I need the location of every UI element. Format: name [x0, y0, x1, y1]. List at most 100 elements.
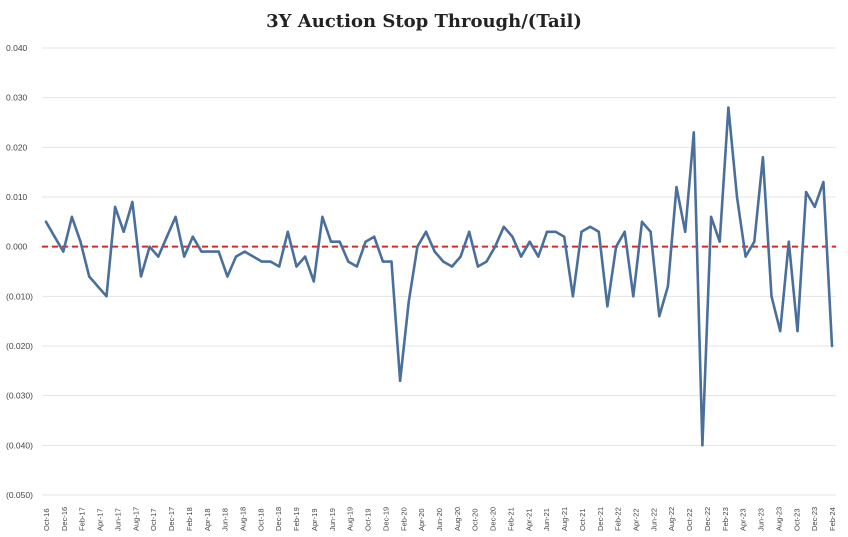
data-point	[804, 190, 808, 194]
data-point	[87, 275, 91, 278]
data-point	[701, 444, 704, 447]
data-point	[822, 180, 825, 184]
data-point	[744, 255, 747, 258]
data-point	[416, 245, 419, 248]
data-point	[753, 240, 756, 243]
x-tick-label: Dec-21	[596, 507, 605, 531]
data-point	[537, 255, 540, 258]
x-tick-label: Apr-23	[739, 508, 748, 531]
data-point	[105, 295, 108, 298]
y-tick-label: (0.030)	[6, 391, 33, 401]
series-line	[44, 106, 834, 447]
data-point	[796, 329, 799, 333]
data-point	[157, 255, 160, 258]
y-tick-label: 0.040	[6, 43, 28, 53]
y-tick-label: 0.030	[6, 93, 28, 103]
data-point	[139, 275, 143, 278]
data-point	[424, 230, 428, 233]
data-point	[312, 280, 315, 283]
data-point	[303, 255, 307, 258]
x-tick-label: Oct-16	[42, 508, 51, 531]
y-tick-label: (0.020)	[6, 341, 33, 351]
x-tick-label: Oct-23	[792, 508, 801, 531]
data-point	[243, 250, 246, 253]
data-point	[830, 344, 834, 348]
data-point	[165, 235, 169, 238]
data-point	[692, 131, 696, 134]
data-point	[79, 240, 82, 243]
x-tick-label: Feb-24	[828, 507, 837, 531]
x-tick-label: Apr-20	[417, 508, 426, 531]
x-tick-label: Apr-18	[203, 508, 212, 531]
data-point	[666, 285, 670, 288]
x-tick-label: Jun-21	[542, 508, 551, 531]
data-point	[191, 235, 195, 238]
data-point	[174, 215, 177, 219]
data-point	[640, 220, 644, 224]
data-point	[148, 245, 151, 248]
y-tick-label: 0.000	[6, 242, 28, 252]
x-tick-label: Oct-20	[471, 508, 480, 531]
x-tick-label: Apr-17	[96, 508, 105, 531]
x-tick-label: Apr-21	[524, 508, 533, 531]
data-point	[761, 156, 765, 159]
data-point	[709, 215, 713, 219]
data-point	[606, 305, 609, 308]
data-point	[502, 225, 505, 228]
x-tick-label: Aug-19	[346, 507, 355, 531]
data-point	[347, 260, 350, 263]
data-point	[511, 235, 514, 238]
x-tick-label: Dec-16	[60, 507, 69, 531]
chart-title: 3Y Auction Stop Through/(Tail)	[266, 11, 582, 32]
data-point	[493, 245, 497, 248]
y-tick-label: (0.040)	[6, 440, 33, 450]
data-point	[528, 240, 531, 243]
data-point	[113, 205, 117, 209]
x-tick-label: Oct-18	[256, 508, 265, 531]
x-tick-label: Aug-22	[667, 507, 676, 531]
data-point	[217, 250, 220, 253]
data-point	[70, 215, 74, 219]
x-tick-label: Jun-19	[328, 508, 337, 531]
data-point	[485, 260, 488, 263]
data-point	[718, 240, 721, 243]
gridlines	[42, 47, 836, 496]
data-point	[632, 295, 635, 298]
data-point	[182, 255, 186, 258]
data-point	[252, 255, 255, 258]
data-point	[588, 225, 592, 228]
data-point	[683, 230, 687, 233]
x-tick-label: Aug-18	[239, 507, 248, 531]
data-point	[407, 300, 410, 303]
data-point	[364, 240, 367, 243]
x-tick-label: Feb-20	[399, 507, 408, 531]
data-point	[442, 260, 445, 263]
data-point	[208, 250, 212, 253]
x-tick-label: Apr-22	[632, 508, 641, 531]
data-point	[649, 230, 652, 233]
data-point	[131, 200, 134, 204]
data-point	[450, 265, 454, 268]
data-point	[53, 235, 56, 238]
x-tick-label: Dec-17	[167, 507, 176, 531]
data-point	[735, 195, 739, 199]
x-tick-label: Jun-17	[113, 508, 122, 531]
data-point	[260, 260, 264, 263]
x-tick-label: Feb-22	[614, 507, 623, 531]
data-point	[727, 106, 730, 109]
x-tick-label: Feb-17	[78, 507, 87, 531]
data-point	[623, 230, 626, 233]
data-point	[545, 230, 549, 233]
x-tick-label: Feb-23	[721, 507, 730, 531]
data-point	[122, 230, 125, 233]
data-point	[286, 230, 290, 233]
x-tick-label: Dec-19	[381, 507, 390, 531]
data-point	[398, 379, 402, 382]
x-tick-label: Oct-22	[685, 508, 694, 531]
data-point	[355, 265, 359, 268]
x-tick-label: Oct-21	[578, 508, 587, 531]
data-point	[770, 295, 773, 298]
x-tick-label: Dec-18	[274, 507, 283, 531]
x-tick-label: Aug-23	[774, 507, 783, 531]
data-point	[295, 265, 298, 268]
